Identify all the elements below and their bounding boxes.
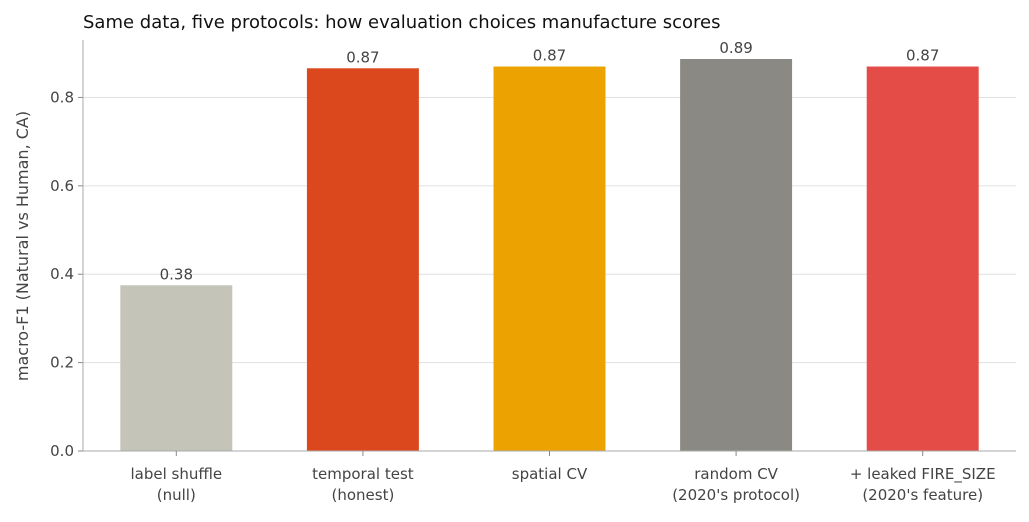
x-tick-label: (2020's protocol) bbox=[672, 486, 800, 504]
y-tick-label: 0.2 bbox=[50, 354, 74, 372]
x-tick-label: temporal test bbox=[312, 465, 414, 483]
labels: 0.0 0.2 0.4 0.6 0.8 0.38 label shuffle (null) 0.… bbox=[50, 39, 995, 504]
x-tick-label: (honest) bbox=[331, 486, 394, 504]
bar-value-label: 0.87 bbox=[906, 47, 939, 65]
bar-value-label: 0.87 bbox=[346, 48, 379, 66]
x-tick-label: random CV bbox=[694, 465, 778, 483]
y-axis-label: macro-F1 (Natural vs Human, CA) bbox=[13, 111, 32, 381]
y-tick-label: 0.6 bbox=[50, 177, 74, 195]
y-tick-label: 0.8 bbox=[50, 88, 74, 106]
bar-value-label: 0.38 bbox=[160, 265, 193, 283]
bar bbox=[866, 66, 979, 452]
bar bbox=[306, 68, 419, 451]
bar bbox=[120, 285, 233, 451]
bar-value-label: 0.89 bbox=[719, 39, 752, 57]
chart-title: Same data, five protocols: how evaluatio… bbox=[83, 12, 720, 33]
x-tick-label: (2020's feature) bbox=[862, 486, 983, 504]
bars bbox=[120, 59, 979, 452]
x-tick-label: spatial CV bbox=[512, 465, 588, 483]
bar bbox=[493, 66, 606, 452]
y-tick-label: 0.4 bbox=[50, 265, 74, 283]
bar bbox=[680, 59, 793, 451]
bar-value-label: 0.87 bbox=[533, 47, 566, 65]
y-tick-label: 0.0 bbox=[50, 442, 74, 460]
axes bbox=[78, 40, 1016, 456]
x-tick-label: label shuffle bbox=[130, 465, 222, 483]
x-tick-label: + leaked FIRE_SIZE bbox=[850, 465, 996, 484]
x-tick-label: (null) bbox=[157, 486, 196, 504]
